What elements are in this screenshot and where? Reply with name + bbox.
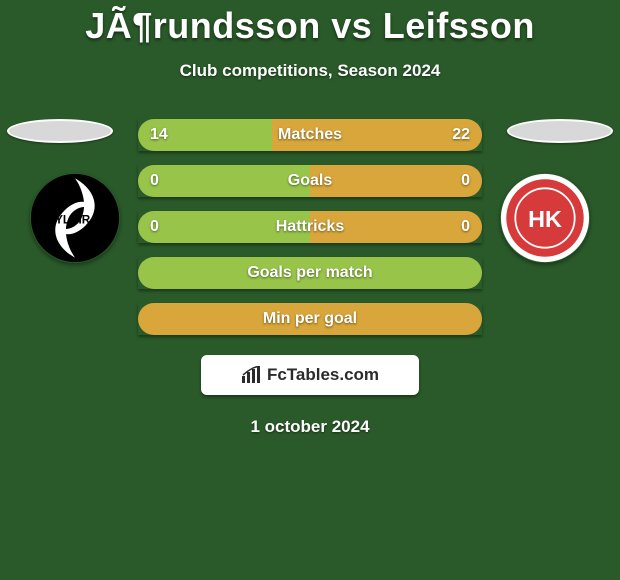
stat-bar: Min per goal — [138, 303, 482, 335]
stat-seg-right: 0 — [310, 165, 482, 197]
bar-chart-icon — [241, 366, 261, 384]
stat-value-right: 0 — [461, 218, 470, 236]
stat-bar: 00Hattricks — [138, 211, 482, 243]
left-player-silhouette — [7, 119, 113, 143]
stat-seg-left: 14 — [138, 119, 272, 151]
stat-value-right: 22 — [452, 126, 470, 144]
page-title: JÃ¶rundsson vs Leifsson — [0, 4, 620, 47]
stat-seg-right: 0 — [310, 211, 482, 243]
stat-value-left: 0 — [150, 172, 159, 190]
stat-bar: Goals per match — [138, 257, 482, 289]
stat-seg-single — [138, 303, 482, 335]
stat-value-right: 0 — [461, 172, 470, 190]
brand-pill[interactable]: FcTables.com — [201, 355, 419, 395]
right-club-label: HK — [528, 206, 562, 232]
stat-bar: 00Goals — [138, 165, 482, 197]
stat-bar: 1422Matches — [138, 119, 482, 151]
left-player-col: FYLKIR — [0, 119, 120, 263]
stat-seg-right: 22 — [272, 119, 482, 151]
right-player-col: HK — [500, 119, 620, 263]
left-club-badge: FYLKIR — [30, 173, 120, 263]
stat-value-left: 0 — [150, 218, 159, 236]
stat-seg-single — [138, 257, 482, 289]
right-player-silhouette — [507, 119, 613, 143]
comparison-card: JÃ¶rundsson vs Leifsson Club competition… — [0, 0, 620, 437]
right-club-badge: HK — [500, 173, 590, 263]
main-row: FYLKIR 1422Matches00Goals00HattricksGoal… — [0, 119, 620, 395]
stat-seg-left: 0 — [138, 165, 310, 197]
brand-text: FcTables.com — [267, 365, 379, 385]
left-club-label: FYLKIR — [48, 214, 91, 227]
date-line: 1 october 2024 — [0, 417, 620, 437]
stats-column: 1422Matches00Goals00HattricksGoals per m… — [120, 119, 500, 395]
stat-seg-left: 0 — [138, 211, 310, 243]
stat-value-left: 14 — [150, 126, 168, 144]
subtitle: Club competitions, Season 2024 — [0, 61, 620, 81]
